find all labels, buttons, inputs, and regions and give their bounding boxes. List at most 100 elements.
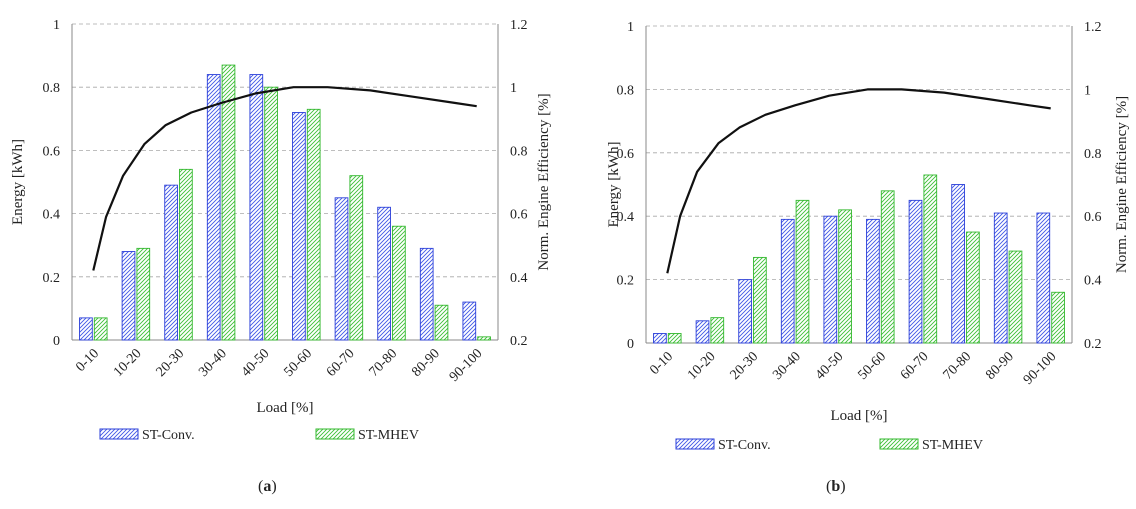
y2-axis-title: Norm. Engine Efficiency [%] bbox=[536, 93, 552, 270]
y-tick-label: 0.8 bbox=[617, 83, 635, 98]
y2-tick-label: 1.2 bbox=[1084, 20, 1102, 35]
efficiency-line bbox=[92, 86, 477, 271]
bar-st-conv bbox=[121, 251, 136, 341]
y-tick-label: 0.2 bbox=[43, 271, 61, 286]
bar-st-mhev bbox=[179, 168, 193, 341]
bar-st-conv bbox=[334, 197, 349, 341]
legend-swatch-st-conv bbox=[99, 428, 139, 440]
y2-tick-label: 0.8 bbox=[510, 144, 528, 159]
bar-st-mhev bbox=[349, 175, 364, 341]
bar-st-mhev bbox=[923, 174, 938, 344]
legend-label: ST-Conv. bbox=[718, 438, 771, 453]
y-tick-label: 0.2 bbox=[617, 274, 635, 289]
bar-st-mhev bbox=[1051, 291, 1065, 344]
bar-st-mhev bbox=[753, 256, 767, 344]
bar-st-conv bbox=[206, 74, 221, 341]
y-tick-label: 0 bbox=[627, 337, 634, 352]
y-tick-label: 0.6 bbox=[617, 147, 635, 162]
legend-swatch-st-mhev bbox=[315, 428, 355, 440]
legend-label: ST-MHEV bbox=[922, 438, 983, 453]
bar-st-mhev bbox=[880, 190, 895, 344]
y2-tick-label: 0.6 bbox=[510, 208, 528, 223]
y-tick-label: 0.8 bbox=[43, 81, 61, 96]
y-tick-label: 1 bbox=[627, 20, 634, 35]
bar-st-conv bbox=[823, 215, 838, 344]
legend-label: ST-Conv. bbox=[142, 428, 195, 443]
bar-st-mhev bbox=[93, 317, 108, 341]
bar-st-mhev bbox=[434, 304, 449, 341]
bar-st-conv bbox=[79, 317, 93, 341]
bar-st-mhev bbox=[838, 209, 852, 344]
x-axis-title: Load [%] bbox=[830, 408, 887, 424]
x-tick-label: 70-80 bbox=[941, 349, 975, 383]
bar-st-mhev bbox=[1008, 250, 1023, 344]
y2-tick-label: 1.2 bbox=[510, 18, 528, 33]
x-tick-label: 60-70 bbox=[898, 349, 932, 383]
x-tick-label: 80-90 bbox=[409, 346, 443, 380]
x-tick-label: 90-100 bbox=[447, 346, 486, 385]
bar-st-conv bbox=[164, 184, 178, 341]
x-tick-label: 90-100 bbox=[1021, 349, 1060, 388]
bar-st-conv bbox=[866, 218, 880, 344]
bar-st-mhev bbox=[136, 247, 151, 341]
bar-st-conv bbox=[1036, 212, 1051, 344]
bar-st-mhev bbox=[221, 64, 236, 341]
y2-tick-label: 0.6 bbox=[1084, 210, 1102, 225]
y-tick-label: 1 bbox=[53, 18, 60, 33]
chart-panel-a: 0 0.2 0.4 0.6 0.8 1 0.2 0.4 0.6 0.8 1 1.2 0-10 10-20 2… bbox=[10, 18, 552, 443]
x-tick-label: 0-10 bbox=[647, 349, 676, 378]
y2-tick-label: 0.8 bbox=[1084, 147, 1102, 162]
y-tick-label: 0.6 bbox=[43, 144, 61, 159]
y2-tick-label: 0.2 bbox=[1084, 337, 1102, 352]
y2-tick-label: 0.4 bbox=[1084, 274, 1102, 289]
bar-st-mhev bbox=[966, 231, 980, 344]
panel-label-b: (b) bbox=[826, 478, 846, 495]
bar-st-conv bbox=[377, 206, 391, 341]
y-tick-label: 0 bbox=[53, 334, 60, 349]
y-tick-label: 0.4 bbox=[617, 210, 635, 225]
bar-st-mhev bbox=[477, 336, 491, 341]
legend-swatch-st-conv bbox=[675, 438, 715, 450]
panel-label-a: (a) bbox=[258, 478, 277, 495]
x-tick-label: 0-10 bbox=[73, 346, 102, 375]
bar-st-conv bbox=[249, 74, 264, 341]
x-tick-label: 80-90 bbox=[983, 349, 1017, 383]
bar-st-mhev bbox=[392, 225, 406, 341]
x-tick-label: 50-60 bbox=[855, 349, 889, 383]
x-tick-label: 20-30 bbox=[728, 349, 762, 383]
bar-st-conv bbox=[695, 320, 710, 344]
x-tick-label: 70-80 bbox=[367, 346, 401, 380]
y2-tick-label: 1 bbox=[510, 81, 517, 96]
bar-st-mhev bbox=[264, 86, 278, 341]
bar-st-mhev bbox=[795, 199, 810, 344]
bar-st-mhev bbox=[710, 317, 725, 344]
y2-tick-label: 0.2 bbox=[510, 334, 528, 349]
chart-panel-b: 0 0.2 0.4 0.6 0.8 1 0.2 0.4 0.6 0.8 1 1.2 0-10 10-20 2… bbox=[606, 20, 1130, 453]
y-tick-label: 0.4 bbox=[43, 208, 61, 223]
x-axis-title: Load [%] bbox=[256, 400, 313, 416]
bar-st-conv bbox=[292, 112, 306, 341]
bar-st-mhev bbox=[306, 108, 321, 341]
x-tick-label: 20-30 bbox=[154, 346, 188, 380]
y2-tick-label: 1 bbox=[1084, 83, 1091, 98]
y2-axis-title: Norm. Engine Efficiency [%] bbox=[1114, 96, 1130, 273]
bar-st-conv bbox=[462, 301, 477, 341]
y2-tick-label: 0.4 bbox=[510, 271, 528, 286]
x-tick-label: 30-40 bbox=[770, 349, 804, 383]
bar-st-conv bbox=[993, 212, 1008, 344]
bar-st-conv bbox=[419, 247, 434, 341]
bar-st-conv bbox=[780, 218, 795, 344]
x-tick-label: 40-50 bbox=[239, 346, 273, 380]
y-axis-title: Energy [kWh] bbox=[10, 139, 26, 225]
efficiency-line bbox=[666, 88, 1051, 274]
x-tick-label: 10-20 bbox=[685, 349, 719, 383]
bar-st-conv bbox=[653, 333, 667, 344]
x-tick-label: 10-20 bbox=[111, 346, 145, 380]
bar-st-conv bbox=[908, 199, 923, 344]
x-tick-label: 40-50 bbox=[813, 349, 847, 383]
x-tick-label: 30-40 bbox=[196, 346, 230, 380]
y-axis-title: Energy [kWh] bbox=[606, 142, 622, 228]
bar-st-conv bbox=[738, 279, 752, 344]
x-tick-label: 50-60 bbox=[281, 346, 315, 380]
